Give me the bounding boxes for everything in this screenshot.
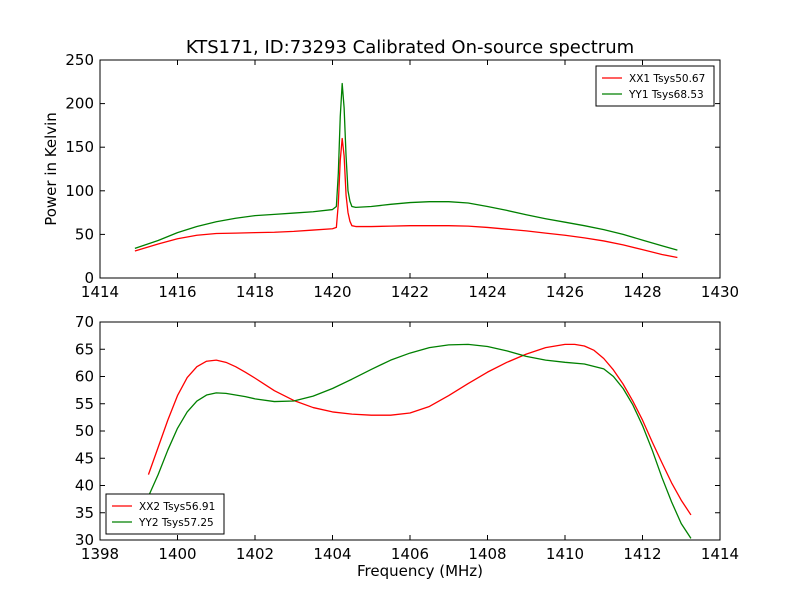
legend: XX1 Tsys50.67 YY1 Tsys68.53: [595, 65, 715, 107]
y-tick-label: 50: [75, 225, 94, 243]
x-tick-label: 1410: [546, 545, 584, 563]
y-axis-label: Power in Kelvin: [42, 112, 60, 226]
y-tick-label: 150: [65, 138, 94, 156]
x-tick-label: 1422: [391, 283, 429, 301]
y-tick-label: 0: [84, 269, 94, 287]
x-tick-label: 1412: [623, 545, 661, 563]
x-tick-label: 1428: [623, 283, 661, 301]
x-tick-label: 1400: [158, 545, 196, 563]
x-tick-label: 1416: [158, 283, 196, 301]
x-tick-label: 1420: [313, 283, 351, 301]
legend-box: [595, 65, 715, 107]
y-tick-label: 100: [65, 182, 94, 200]
x-tick-label: 1414: [701, 545, 739, 563]
series-line-1: [134, 137, 678, 259]
y-tick-label: 70: [75, 313, 94, 331]
y-tick-label: 60: [75, 368, 94, 386]
y-tick-label: 55: [75, 395, 94, 413]
x-tick-label: 1418: [236, 283, 274, 301]
top-spectrum-plot: 1414 1416 1418 1420 1422 1424 1426 1428 1430 0 50 1…: [42, 51, 739, 301]
y-tick-label: 35: [75, 504, 94, 522]
y-tick-label: 200: [65, 95, 94, 113]
x-tick-label: 1414: [81, 283, 119, 301]
series-line-2: [147, 343, 692, 539]
x-tick-label: 1402: [236, 545, 274, 563]
y-tick-label: 250: [65, 51, 94, 69]
x-axis-label: Frequency (MHz): [357, 562, 483, 580]
y-tick-label: 45: [75, 449, 94, 467]
x-tick-label: 1398: [81, 545, 119, 563]
legend: XX2 Tsys56.91 YY2 Tsys57.25: [105, 493, 225, 535]
legend-label: YY1 Tsys68.53: [628, 89, 704, 101]
series-line-2: [134, 82, 678, 251]
legend-box: [105, 493, 225, 535]
y-tick-label: 65: [75, 340, 94, 358]
figure-title: KTS171, ID:73293 Calibrated On-source sp…: [186, 37, 634, 58]
x-tick-label: 1406: [391, 545, 429, 563]
x-tick-label: 1426: [546, 283, 584, 301]
y-tick-label: 40: [75, 477, 94, 495]
y-tick-label: 30: [75, 531, 94, 549]
legend-label: XX2 Tsys56.91: [139, 501, 215, 513]
x-tick-label: 1404: [313, 545, 351, 563]
x-tick-label: 1430: [701, 283, 739, 301]
y-tick-label: 50: [75, 422, 94, 440]
bottom-spectrum-plot: 1398 1400 1402 1404 1406 1408 1410 1412 1414 30 35…: [75, 313, 739, 580]
x-tick-label: 1408: [468, 545, 506, 563]
series-line-1: [147, 343, 692, 516]
legend-label: YY2 Tsys57.25: [138, 517, 214, 529]
legend-label: XX1 Tsys50.67: [629, 73, 705, 85]
x-tick-label: 1424: [468, 283, 506, 301]
